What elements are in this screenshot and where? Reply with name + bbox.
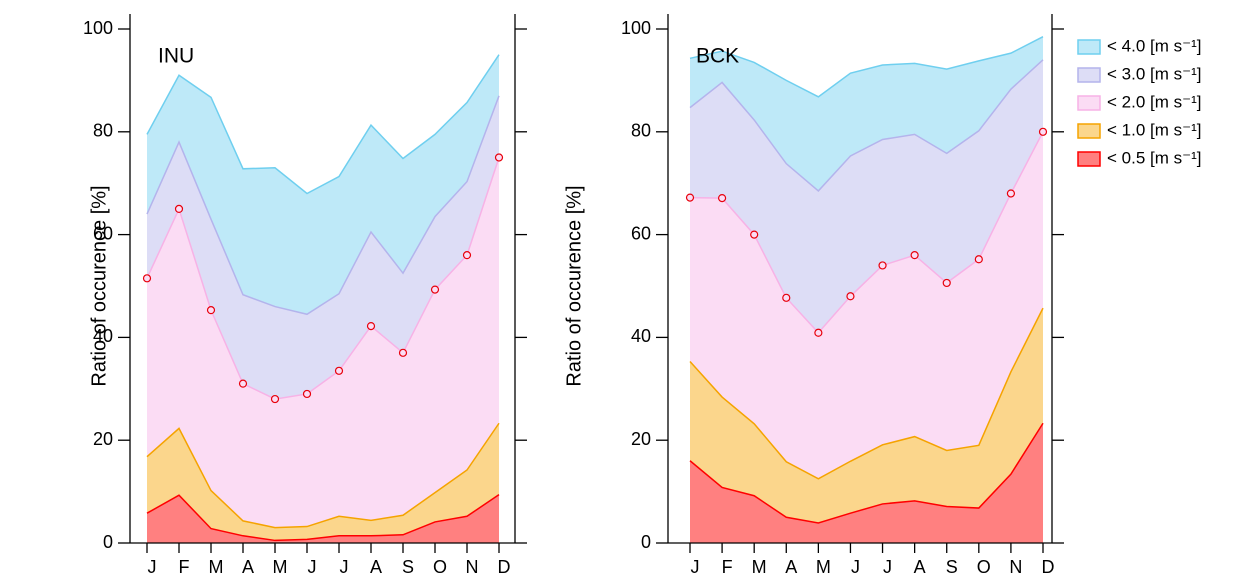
x-tick-label: N [1009,557,1022,577]
x-tick-label: J [883,557,892,577]
marker [750,230,759,239]
x-tick-label: S [402,557,414,577]
marker [685,193,695,202]
x-tick-label: A [914,557,926,577]
legend-label: < 0.5 [m s⁻¹] [1107,148,1201,167]
marker [1038,127,1048,136]
x-tick-label: M [209,557,224,577]
plot [685,36,1048,544]
y-tick-label: 80 [93,121,113,141]
legend: < 4.0 [m s⁻¹] < 3.0 [m s⁻¹] < 2.0 [m s⁻¹] <… [1077,36,1201,167]
marker [1006,189,1016,198]
x-tick-label: A [242,557,254,577]
x-tick-label: A [370,557,382,577]
plot [142,54,504,543]
y-tick-label: 60 [631,223,651,243]
legend-swatch [1077,151,1101,167]
y-axis-label: Ratio of occurence [%] [88,185,110,386]
line [146,494,500,542]
line [146,95,500,316]
area [690,308,1043,543]
y-axis-label: Ratio of occurence [%] [563,185,585,386]
legend-label: < 3.0 [m s⁻¹] [1107,64,1201,83]
x-tick-label: M [752,557,767,577]
marker [174,204,184,213]
x-tick-label: N [466,557,479,577]
area [690,131,1043,544]
marker [494,153,504,162]
marker [142,274,152,283]
y-tick-label: 100 [83,18,113,38]
y-tick-label: 60 [93,223,113,243]
legend-label: < 4.0 [m s⁻¹] [1107,36,1201,55]
panel-title: BCK [696,45,739,68]
x-tick-label: O [977,557,991,577]
y-tick-label: 20 [93,429,113,449]
line [689,131,1044,334]
x-tick-label: D [498,557,511,577]
x-tick-label: M [816,557,831,577]
x-tick-label: J [691,557,700,577]
marker [974,255,983,264]
y-tick-label: 100 [621,18,651,38]
legend-label: < 1.0 [m s⁻¹] [1107,120,1201,139]
marker [206,306,216,315]
line [689,422,1044,524]
x-tick-label: J [851,557,860,577]
y-tick-label: 0 [103,532,113,552]
y-tick-label: 0 [641,532,651,552]
marker [782,293,791,302]
x-tick-label: S [946,557,958,577]
line [689,307,1044,480]
marker [366,321,376,331]
y-tick-label: 80 [631,121,651,141]
marker [910,251,919,260]
x-tick-label: A [785,557,797,577]
area [147,423,499,543]
x-tick-label: J [148,557,157,577]
y-tick-label: 40 [93,326,113,346]
x-tick-label: O [433,557,447,577]
line [689,59,1044,192]
panel-title: INU [158,45,194,68]
line [146,54,500,195]
x-tick-label: D [1042,557,1055,577]
marker [398,348,408,357]
y-tick-label: 20 [631,429,651,449]
marker [430,285,440,294]
marker [814,328,823,337]
x-tick-label: M [273,557,288,577]
line [689,36,1044,98]
y-tick-label: 40 [631,326,651,346]
x-tick-label: J [308,557,317,577]
marker [238,379,248,388]
line [146,157,500,400]
legend-label: < 2.0 [m s⁻¹] [1107,92,1201,111]
marker [462,251,472,260]
x-tick-label: F [179,557,190,577]
area [147,157,499,543]
line [146,422,500,529]
legend-swatch [1077,39,1101,55]
legend-swatch [1077,123,1101,139]
marker [846,292,855,301]
marker [878,261,887,270]
marker [302,389,312,399]
area [690,423,1043,543]
marker [270,394,280,404]
marker [717,194,727,203]
x-tick-label: F [722,557,733,577]
legend-swatch [1077,67,1101,83]
marker [334,366,344,375]
legend-swatch [1077,95,1101,111]
x-tick-label: J [340,557,349,577]
marker [942,278,951,288]
